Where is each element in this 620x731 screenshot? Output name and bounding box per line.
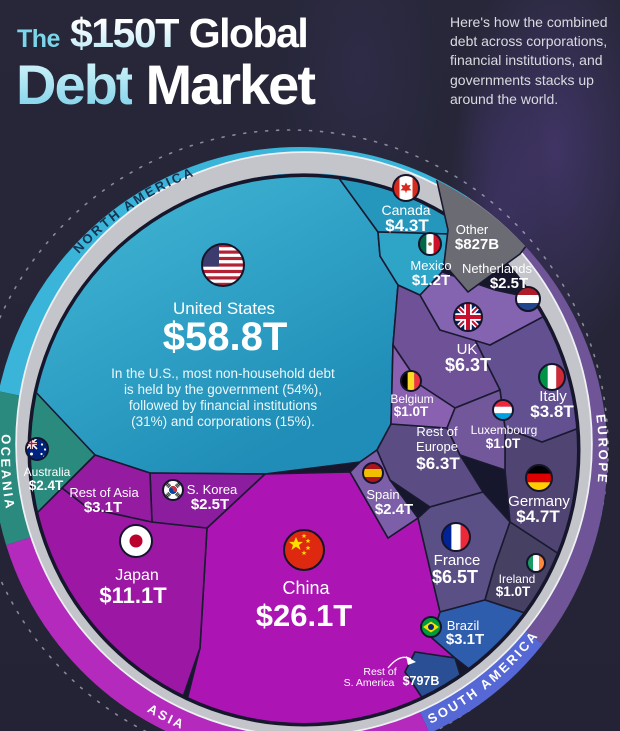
netherlands-flag-icon [515,286,541,312]
france-flag-icon [441,522,471,552]
canada-flag-icon [392,174,420,202]
mexico-value: $1.2T [412,272,450,289]
s-korea-flag-icon [162,479,184,501]
australia-flag-icon [25,437,49,461]
region-label-oceania: OCEANIA [0,434,18,512]
rest-of-europe-value: $6.3T [416,454,460,473]
united-states-value: $58.8T [163,315,288,359]
luxembourg-value: $1.0T [486,436,521,451]
region-label-europe: EUROPE [593,413,611,485]
title-the: The [17,25,60,53]
japan-value: $11.1T [99,583,167,608]
cells [31,177,577,723]
belgium-label: Belgium [390,392,433,406]
mexico-label: Mexico [410,258,451,273]
spain-value: $2.4T [375,501,413,518]
title-line-2: Debt Market [16,52,316,117]
france-label: France [434,552,481,569]
france-value: $6.5T [432,567,478,587]
brazil-flag-icon [420,616,442,638]
australia-value: $2.4T [29,478,64,493]
ring-segment-asia [6,537,429,731]
ireland-label: Ireland [499,572,536,586]
cell-australia [31,369,96,526]
luxembourg-label: Luxembourg [471,423,538,437]
flags [25,174,566,638]
china-flag-icon [283,529,325,571]
ring-segment-oceania [0,391,32,545]
canada-label: Canada [381,202,430,218]
mexico-flag-icon [418,232,442,256]
spain-label: Spain [366,487,399,502]
rest-s-america-arrow [387,656,416,669]
us-note-line: followed by financial institutions [129,398,318,413]
brazil-label: Brazil [447,618,480,633]
us-flag-icon [201,243,245,287]
subtitle-line: financial institutions, and [450,52,603,69]
italy-value: $3.8T [530,402,574,421]
cell-labels: United States $58.8T In the U.S., most n… [24,202,575,689]
title-global: Global [188,10,309,56]
germany-label: Germany [508,493,570,510]
belgium-flag-icon [400,370,422,392]
title-line-1: The $150T Global [17,10,309,57]
italy-flag-icon [538,363,566,391]
spain-flag-icon [362,462,384,484]
ireland-flag-icon [526,553,546,573]
subtitle-line: Here's how the combined [450,14,608,30]
rest-s-america-label: Rest of [363,666,396,678]
subtitle: Here's how the combined debt across corp… [450,13,615,109]
united-states-label: United States [173,299,275,318]
ring-segment-south-america [418,627,543,731]
other-value: $827B [455,236,499,253]
uk-flag-icon [453,302,483,332]
brazil-value: $3.1T [446,631,484,648]
title-market: Market [145,53,316,116]
belgium-value: $1.0T [394,404,429,419]
netherlands-value: $2.5T [490,275,528,292]
germany-value: $4.7T [516,507,560,526]
us-note-line: (31%) and corporations (15%). [131,414,315,429]
s-korea-label: S. Korea [187,482,238,497]
rest-s-america-label: S. America [344,677,395,689]
other-label: Other [456,222,489,237]
subtitle-line: around the world. [450,90,559,107]
japan-label: Japan [115,567,159,584]
canada-value: $4.3T [385,216,429,235]
ring-highlight [15,151,593,731]
s-korea-value: $2.5T [191,496,229,513]
rest-s-america-value: $797B [403,674,440,688]
germany-flag-icon [525,464,553,492]
title-amount: $150T [69,10,180,56]
uk-label: UK [457,341,478,358]
netherlands-label: Netherlands [462,261,533,276]
rest-of-europe-label: Europe [416,439,458,454]
china-value: $26.1T [256,598,353,633]
china-label: China [282,578,330,598]
dashed-circle [0,129,609,731]
japan-flag-icon [119,524,153,558]
italy-label: Italy [539,388,567,405]
us-note-line: is held by the government (54%), [124,382,322,397]
luxembourg-flag-icon [492,399,514,421]
subtitle-line: governments stacks up [450,71,594,88]
cell-luxembourg [446,389,506,471]
rest-of-asia-label: Rest of Asia [69,485,139,500]
us-note-line: In the U.S., most non-household debt [111,366,335,381]
rest-of-europe-label: Rest of [416,424,458,439]
ireland-value: $1.0T [496,584,531,599]
title-debt: Debt [16,53,134,116]
rest-of-asia-value: $3.1T [84,499,122,516]
uk-value: $6.3T [445,355,491,375]
subtitle-line: debt across corporations, [450,33,608,50]
australia-label: Australia [24,465,71,479]
